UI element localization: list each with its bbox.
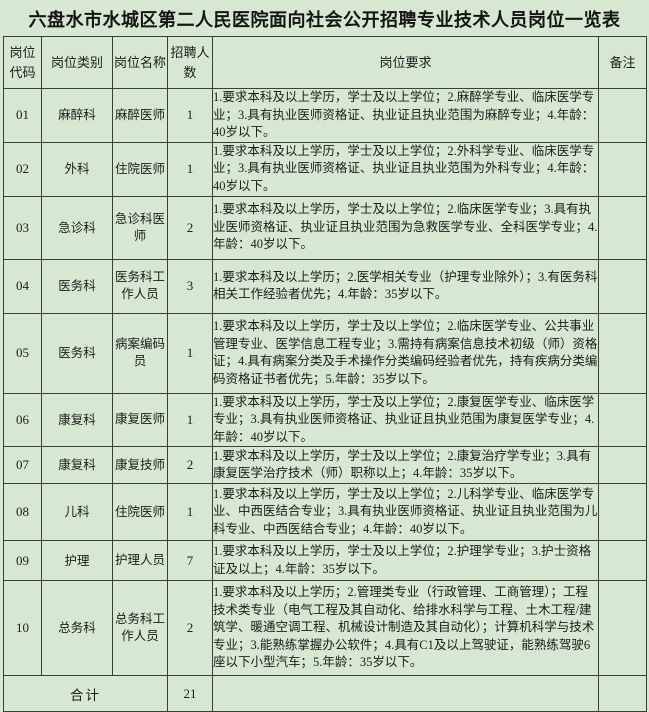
job-name-cell: 康复技师 (112, 446, 168, 484)
recruit-count-cell: 1 (167, 88, 213, 143)
job-name-cell: 护理人员 (112, 540, 168, 581)
job-category-cell: 康复科 (41, 446, 113, 484)
table-row: 10 总务科 总务科工作人员 2 1.要求本科及以上学历；2.管理类专业（行政管… (3, 580, 647, 676)
job-positions-table: 岗位代码 岗位类别 岗位名称 招聘人数 岗位要求 备注 01 麻醉科 麻醉医师 … (3, 36, 647, 712)
remark-cell (598, 446, 647, 484)
job-code-cell: 04 (3, 258, 42, 314)
job-category-cell: 外科 (41, 141, 113, 197)
header-job-requirements: 岗位要求 (212, 36, 599, 89)
job-name-cell: 康复医师 (112, 392, 168, 447)
job-category-cell: 急诊科 (41, 195, 113, 260)
recruit-count-cell: 1 (167, 312, 213, 394)
job-requirements-cell: 1.要求本科及以上学历，学士及以上学位；2.外科学专业、临床医学专业；3.具有执… (212, 141, 599, 197)
header-job-category: 岗位类别 (41, 36, 113, 89)
remark-cell (598, 483, 647, 541)
remark-cell (598, 258, 647, 314)
table-row: 07 康复科 康复技师 2 1.要求本科及以上学历，学士及以上学位；2.康复治疗… (3, 446, 647, 484)
job-code-cell: 06 (3, 392, 42, 447)
remark-cell (598, 312, 647, 394)
job-category-cell: 康复科 (41, 392, 113, 447)
job-code-cell: 01 (3, 88, 42, 143)
job-name-cell: 总务科工作人员 (112, 580, 168, 676)
remark-cell (598, 392, 647, 447)
recruit-count-cell: 1 (167, 483, 213, 541)
remark-cell (598, 580, 647, 676)
total-label-cell: 合计 (3, 675, 168, 712)
job-name-cell: 医务科工作人员 (112, 258, 168, 314)
job-code-cell: 09 (3, 540, 42, 581)
job-code-cell: 07 (3, 446, 42, 484)
recruit-count-cell: 7 (167, 540, 213, 581)
remark-cell (598, 141, 647, 197)
job-name-cell: 住院医师 (112, 141, 168, 197)
job-requirements-cell: 1.要求本科及以上学历；2.医学相关专业（护理专业除外）；3.有医务科相关工作经… (212, 258, 599, 314)
job-category-cell: 儿科 (41, 483, 113, 541)
job-requirements-cell: 1.要求本科及以上学历，学士及以上学位；2.临床医学专业、公共事业管理专业、医学… (212, 312, 599, 394)
table-row: 03 急诊科 急诊科医师 2 1.要求本科及以上学历，学士及以上学位；2.临床医… (3, 195, 647, 260)
recruit-count-cell: 3 (167, 258, 213, 314)
job-code-cell: 02 (3, 141, 42, 197)
job-category-cell: 医务科 (41, 258, 113, 314)
job-category-cell: 麻醉科 (41, 88, 113, 143)
job-code-cell: 05 (3, 312, 42, 394)
total-count-cell: 21 (167, 675, 213, 712)
header-job-name: 岗位名称 (112, 36, 168, 89)
job-requirements-cell: 1.要求本科及以上学历，学士及以上学位；2.麻醉学专业、临床医学专业；3.具有执… (212, 88, 599, 143)
job-name-cell: 病案编码员 (112, 312, 168, 394)
table-row: 06 康复科 康复医师 1 1.要求本科及以上学历，学士及以上学位；2.康复医学… (3, 392, 647, 447)
remark-cell (598, 88, 647, 143)
job-requirements-cell: 1.要求本科及以上学历；2.管理类专业（行政管理、工商管理）；工程技术类专业（电… (212, 580, 599, 676)
total-requirements-cell (212, 675, 599, 712)
recruit-count-cell: 2 (167, 446, 213, 484)
page-title: 六盘水市水城区第二人民医院面向社会公开招聘专业技术人员岗位一览表 (28, 10, 621, 30)
remark-cell (598, 540, 647, 581)
table-row: 01 麻醉科 麻醉医师 1 1.要求本科及以上学历，学士及以上学位；2.麻醉学专… (3, 88, 647, 143)
job-requirements-cell: 1.要求本科及以上学历，学士及以上学位；2.临床医学专业；3.具有执业医师资格证… (212, 195, 599, 260)
job-category-cell: 护理 (41, 540, 113, 581)
table-row: 09 护理 护理人员 7 1.要求本科及以上学历，学士及以上学位；2.护理学专业… (3, 540, 647, 581)
table-row: 04 医务科 医务科工作人员 3 1.要求本科及以上学历；2.医学相关专业（护理… (3, 258, 647, 314)
job-name-cell: 麻醉医师 (112, 88, 168, 143)
job-category-cell: 医务科 (41, 312, 113, 394)
table-row: 08 儿科 住院医师 1 1.要求本科及以上学历，学士及以上学位；2.儿科学专业… (3, 483, 647, 541)
recruit-count-cell: 1 (167, 141, 213, 197)
job-requirements-cell: 1.要求本科及以上学历，学士及以上学位；2.护理学专业；3.护士资格证及以上；4… (212, 540, 599, 581)
recruit-count-cell: 2 (167, 195, 213, 260)
job-code-cell: 10 (3, 580, 42, 676)
recruit-count-cell: 1 (167, 392, 213, 447)
total-row: 合计 21 (3, 675, 647, 712)
table-row: 05 医务科 病案编码员 1 1.要求本科及以上学历，学士及以上学位；2.临床医… (3, 312, 647, 394)
table-row: 02 外科 住院医师 1 1.要求本科及以上学历，学士及以上学位；2.外科学专业… (3, 141, 647, 197)
recruit-count-cell: 2 (167, 580, 213, 676)
job-category-cell: 总务科 (41, 580, 113, 676)
header-job-code: 岗位代码 (3, 36, 42, 89)
header-remark: 备注 (598, 36, 647, 89)
job-requirements-cell: 1.要求本科及以上学历，学士及以上学位；2.儿科学专业、临床医学专业、中西医结合… (212, 483, 599, 541)
header-recruit-count: 招聘人数 (167, 36, 213, 89)
job-code-cell: 08 (3, 483, 42, 541)
job-requirements-cell: 1.要求本科及以上学历，学士及以上学位；2.康复治疗学专业；3.具有康复医学治疗… (212, 446, 599, 484)
job-name-cell: 急诊科医师 (112, 195, 168, 260)
total-remark-cell (598, 675, 647, 712)
job-code-cell: 03 (3, 195, 42, 260)
job-name-cell: 住院医师 (112, 483, 168, 541)
remark-cell (598, 195, 647, 260)
job-requirements-cell: 1.要求本科及以上学历，学士及以上学位；2.康复医学专业、临床医学专业；3.具有… (212, 392, 599, 447)
header-row: 岗位代码 岗位类别 岗位名称 招聘人数 岗位要求 备注 (3, 36, 647, 89)
